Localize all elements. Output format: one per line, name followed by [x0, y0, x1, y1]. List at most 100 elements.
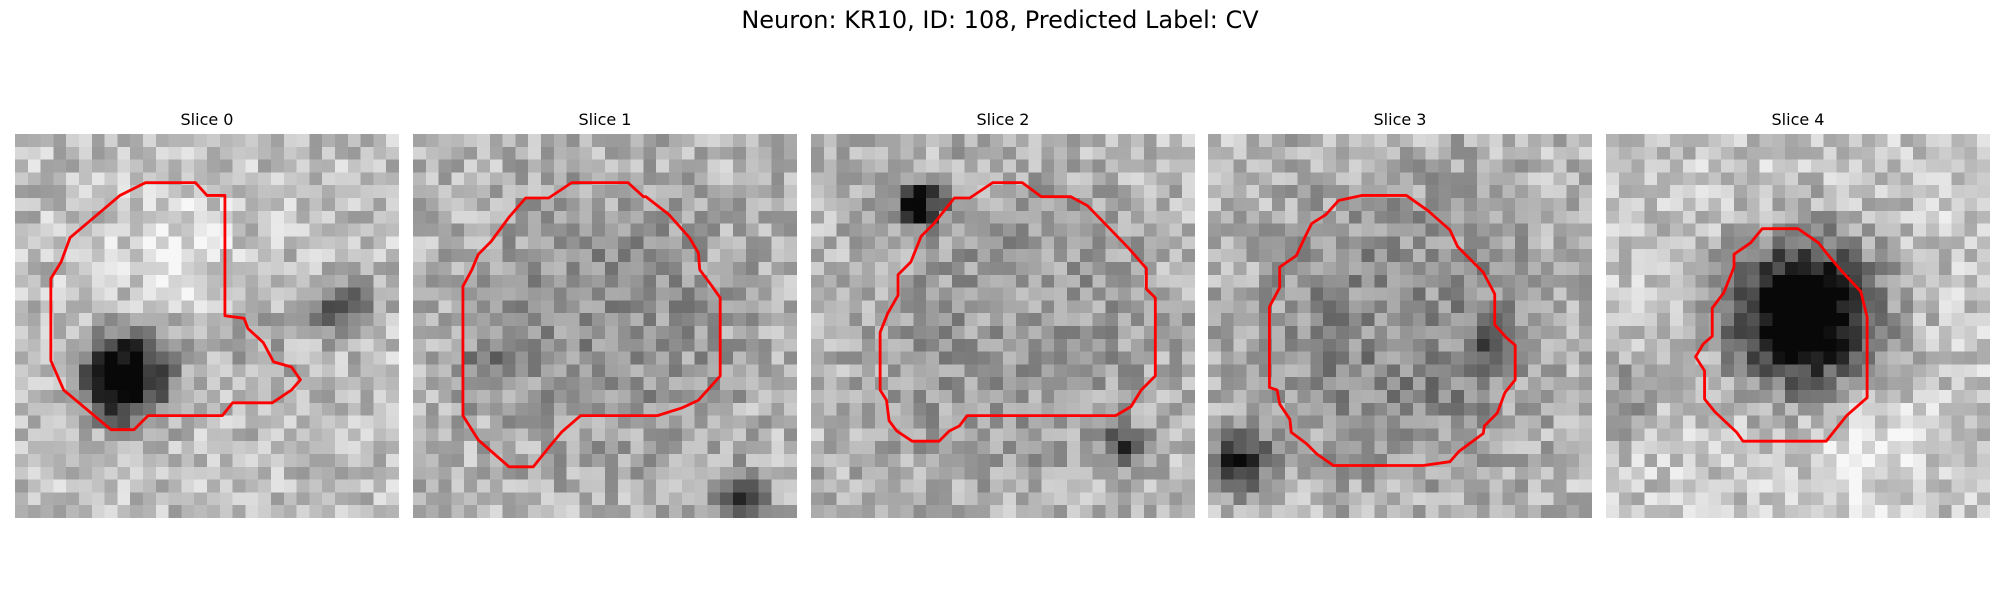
pixel: [66, 313, 80, 327]
pixel: [1657, 326, 1671, 340]
pixel: [1067, 364, 1081, 378]
pixel: [553, 492, 567, 506]
pixel: [79, 338, 93, 352]
pixel: [1131, 134, 1145, 148]
pixel: [1682, 402, 1696, 416]
pixel: [1670, 300, 1684, 314]
pixel: [168, 185, 182, 199]
pixel: [1874, 236, 1888, 250]
pixel: [784, 415, 797, 429]
pixel: [656, 274, 670, 288]
pixel: [40, 172, 54, 186]
pixel: [592, 505, 606, 518]
pixel: [1810, 351, 1824, 365]
pixel: [1310, 338, 1324, 352]
pixel: [990, 390, 1004, 404]
pixel: [1054, 454, 1068, 468]
pixel: [1438, 249, 1452, 263]
pixel: [1657, 466, 1671, 480]
pixel: [168, 338, 182, 352]
pixel: [900, 262, 914, 276]
pixel: [1951, 428, 1965, 442]
pixel: [1131, 300, 1145, 314]
pixel: [1708, 210, 1722, 224]
pixel: [1540, 134, 1554, 148]
pixel: [758, 428, 772, 442]
pixel: [1489, 236, 1503, 250]
pixel: [1823, 210, 1837, 224]
pixel: [617, 146, 631, 160]
pixel: [771, 454, 785, 468]
pixel: [617, 249, 631, 263]
pixel: [194, 198, 208, 212]
pixel: [1310, 428, 1324, 442]
pixel: [1644, 210, 1658, 224]
pixel: [1606, 415, 1620, 429]
pixel: [130, 172, 144, 186]
pixel: [758, 223, 772, 237]
pixel: [1515, 428, 1529, 442]
pixel: [1785, 505, 1799, 518]
pixel: [1476, 249, 1490, 263]
pixel: [79, 428, 93, 442]
pixel: [1054, 249, 1068, 263]
pixel: [258, 390, 272, 404]
pixel: [1284, 390, 1298, 404]
pixel: [373, 326, 387, 340]
pixel: [1041, 262, 1055, 276]
pixel: [1566, 287, 1580, 301]
pixel: [875, 338, 889, 352]
pixel: [464, 479, 478, 493]
pixel: [386, 428, 399, 442]
pixel: [143, 338, 157, 352]
pixel: [862, 505, 876, 518]
pixel: [296, 351, 310, 365]
pixel: [1759, 492, 1773, 506]
pixel: [977, 223, 991, 237]
pixel: [489, 274, 503, 288]
pixel: [1657, 146, 1671, 160]
pixel: [1438, 364, 1452, 378]
pixel: [1387, 223, 1401, 237]
pixel: [1887, 466, 1901, 480]
pixel: [990, 236, 1004, 250]
pixel: [617, 466, 631, 480]
pixel: [425, 454, 439, 468]
pixel: [168, 390, 182, 404]
pixel: [1964, 300, 1978, 314]
pixel: [1067, 402, 1081, 416]
pixel: [1464, 134, 1478, 148]
pixel: [1272, 159, 1286, 173]
pixel: [53, 479, 67, 493]
pixel: [130, 146, 144, 160]
pixel: [1464, 313, 1478, 327]
pixel: [322, 390, 336, 404]
pixel: [1451, 223, 1465, 237]
pixel: [1926, 351, 1940, 365]
pixel: [1003, 338, 1017, 352]
pixel: [1297, 479, 1311, 493]
pixel: [1412, 146, 1426, 160]
pixel: [515, 172, 529, 186]
pixel: [1618, 364, 1632, 378]
pixel: [1682, 492, 1696, 506]
pixel: [811, 198, 825, 212]
pixel: [926, 377, 940, 391]
pixel: [1734, 287, 1748, 301]
pixel: [887, 313, 901, 327]
pixel: [1721, 441, 1735, 455]
pixel: [990, 466, 1004, 480]
pixel: [669, 249, 683, 263]
pixel: [951, 274, 965, 288]
segmentation-contour: [461, 181, 722, 469]
pixel: [1951, 300, 1965, 314]
pixel: [1284, 402, 1298, 416]
pixel: [271, 134, 285, 148]
pixel: [964, 441, 978, 455]
pixel: [1233, 338, 1247, 352]
pixel: [91, 223, 105, 237]
pixel: [155, 492, 169, 506]
pixel: [849, 364, 863, 378]
pixel: [1323, 262, 1337, 276]
pixel: [1644, 172, 1658, 186]
